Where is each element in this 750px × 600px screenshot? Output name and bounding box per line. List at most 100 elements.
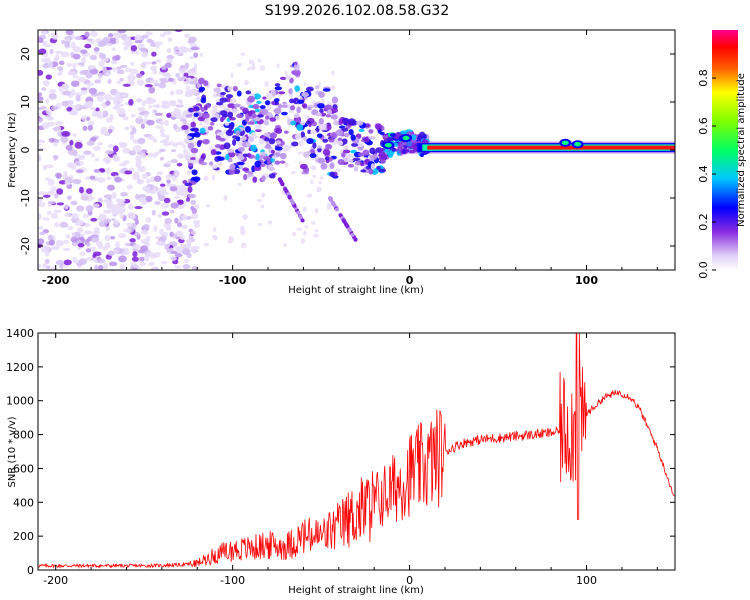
bottom-y-tick-label: 1200 bbox=[6, 361, 34, 374]
heatmap-cell bbox=[278, 91, 286, 95]
heatmap-cell bbox=[119, 212, 124, 219]
heatmap-cell bbox=[193, 222, 200, 228]
heatmap-cell bbox=[191, 71, 197, 76]
heatmap-cell bbox=[301, 92, 309, 98]
heatmap-cell bbox=[190, 230, 197, 236]
heatmap-cell bbox=[269, 117, 277, 122]
heatmap-cell bbox=[162, 141, 171, 147]
heatmap-cell bbox=[170, 149, 177, 153]
heatmap-cell bbox=[289, 98, 295, 104]
heatmap-cell bbox=[38, 107, 43, 111]
heatmap-blob-core bbox=[574, 142, 582, 147]
heatmap-cell bbox=[134, 206, 143, 210]
heatmap-cell bbox=[274, 160, 281, 165]
heatmap-cell bbox=[75, 169, 84, 174]
heatmap-cell bbox=[265, 92, 274, 100]
heatmap-cell bbox=[318, 124, 327, 131]
heatmap-cell bbox=[44, 258, 50, 264]
heatmap-cell bbox=[181, 224, 188, 230]
heatmap-cell bbox=[162, 231, 169, 238]
heatmap-cell bbox=[175, 246, 180, 253]
heatmap-cell bbox=[322, 138, 329, 143]
heatmap-cell bbox=[313, 233, 319, 238]
heatmap-cell bbox=[164, 119, 169, 127]
heatmap-cell bbox=[406, 141, 413, 147]
heatmap-cell bbox=[132, 267, 138, 270]
heatmap-cell bbox=[274, 101, 279, 106]
heatmap-cell bbox=[63, 203, 69, 210]
heatmap-cell bbox=[330, 85, 336, 90]
heatmap-cell bbox=[408, 149, 416, 154]
colorbar-label: Normalized spectral amplitude bbox=[736, 73, 747, 227]
heatmap-cell bbox=[182, 215, 186, 222]
heatmap-cell bbox=[344, 223, 349, 228]
heatmap-cell bbox=[193, 52, 199, 58]
heatmap-cell bbox=[180, 243, 187, 248]
heatmap-cell bbox=[240, 225, 245, 232]
heatmap-cell bbox=[89, 175, 96, 180]
heatmap-cell bbox=[72, 75, 79, 79]
heatmap-cell bbox=[124, 67, 132, 73]
heatmap-cell bbox=[137, 137, 146, 144]
heatmap-cell bbox=[51, 245, 60, 251]
heatmap-cell bbox=[60, 135, 69, 143]
heatmap-cell bbox=[79, 251, 86, 256]
heatmap-cell bbox=[330, 114, 338, 120]
heatmap-cell bbox=[149, 79, 158, 84]
heatmap-cell bbox=[144, 84, 153, 88]
heatmap-cell bbox=[96, 91, 106, 96]
heatmap-cell bbox=[318, 181, 322, 185]
heatmap-cell bbox=[63, 239, 70, 245]
heatmap-cell bbox=[76, 219, 84, 226]
heatmap-cell bbox=[322, 149, 331, 156]
heatmap-cell bbox=[85, 82, 95, 87]
heatmap-cell bbox=[360, 169, 367, 173]
heatmap-cell bbox=[181, 188, 187, 193]
heatmap-cell bbox=[97, 40, 106, 48]
heatmap-cell bbox=[300, 131, 306, 139]
heatmap-cell bbox=[356, 142, 364, 148]
heatmap-cell bbox=[263, 119, 269, 126]
heatmap-cell bbox=[192, 108, 197, 112]
heatmap-cell bbox=[223, 142, 231, 150]
heatmap-cell bbox=[67, 225, 74, 231]
heatmap-cell bbox=[61, 40, 66, 45]
heatmap-cell bbox=[344, 153, 353, 159]
heatmap-cell bbox=[135, 155, 142, 162]
heatmap-cell bbox=[142, 224, 150, 230]
heatmap-cell bbox=[287, 194, 292, 199]
heatmap-cell bbox=[342, 149, 351, 154]
heatmap-cell bbox=[389, 133, 396, 137]
heatmap-cell bbox=[245, 117, 250, 122]
heatmap-cell bbox=[352, 157, 361, 162]
heatmap-cell bbox=[275, 115, 280, 120]
heatmap-cell bbox=[172, 233, 178, 239]
heatmap-cell bbox=[157, 194, 166, 202]
heatmap-cell bbox=[163, 197, 171, 204]
heatmap-cell bbox=[185, 85, 191, 91]
colorbar-tick-label: 0.0 bbox=[697, 261, 710, 279]
bottom-y-tick-label: 1400 bbox=[6, 327, 34, 340]
heatmap-cell bbox=[136, 73, 143, 79]
heatmap-cell bbox=[135, 98, 143, 103]
heatmap-cell bbox=[226, 148, 235, 153]
heatmap-cell bbox=[161, 202, 170, 209]
heatmap-cell bbox=[303, 151, 310, 158]
heatmap-cell bbox=[92, 146, 102, 151]
heatmap-cell bbox=[203, 175, 209, 181]
heatmap-cell bbox=[89, 54, 98, 61]
heatmap-cell bbox=[296, 99, 305, 104]
heatmap-cell bbox=[135, 159, 142, 166]
heatmap-cell bbox=[191, 169, 198, 176]
heatmap-cell bbox=[93, 203, 100, 209]
heatmap-cell bbox=[160, 133, 166, 138]
heatmap-cell bbox=[201, 112, 210, 119]
heatmap-cell bbox=[70, 236, 78, 243]
heatmap-cell bbox=[154, 82, 160, 87]
heatmap-cell bbox=[187, 142, 195, 149]
heatmap-cell bbox=[337, 140, 344, 146]
heatmap-cell bbox=[350, 149, 357, 154]
heatmap-cell bbox=[190, 46, 200, 51]
heatmap-cell bbox=[188, 89, 198, 95]
bottom-y-tick-label: 800 bbox=[13, 429, 34, 442]
